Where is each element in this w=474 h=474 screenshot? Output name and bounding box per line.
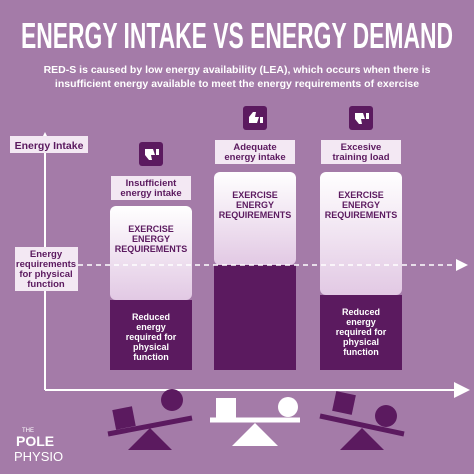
seesaw-balanced — [210, 397, 300, 446]
seesaw-high — [319, 391, 405, 450]
label-box — [111, 176, 191, 200]
logo: THE POLE PHYSIO — [14, 428, 63, 464]
column-label: training load — [333, 152, 390, 163]
threshold-label-line: requirements — [16, 259, 76, 270]
subtitle: RED-S is caused by low energy availabili… — [44, 64, 431, 76]
reduced-text: function — [343, 347, 379, 357]
threshold-label-box — [15, 247, 78, 291]
column-label: Insufficient — [126, 178, 178, 189]
thumb-glyph — [249, 112, 263, 123]
label-box — [321, 140, 401, 164]
reduced-text: physical — [133, 342, 169, 352]
label-box — [215, 140, 295, 164]
seesaw-low — [107, 389, 193, 450]
logo-text: POLE — [16, 433, 54, 449]
column-label: energy intake — [224, 152, 285, 163]
reduced-text: Reduced — [342, 307, 380, 317]
threshold-label-line: Energy — [30, 249, 63, 260]
intake-box — [214, 265, 296, 370]
column-label: Adequate — [233, 142, 276, 153]
requirement-text: EXERCISE — [128, 224, 174, 234]
y-label-box — [10, 136, 88, 153]
thumb-glyph — [145, 149, 159, 160]
logo-text: PHYSIO — [14, 449, 63, 464]
requirement-box — [214, 172, 296, 265]
reduced-text: Reduced — [132, 312, 170, 322]
reduced-text: physical — [343, 337, 379, 347]
requirement-text: EXERCISE — [232, 190, 278, 200]
subtitle: insufficient energy available to meet th… — [55, 78, 419, 90]
title: ENERGY INTAKE VS ENERGY DEMAND — [21, 15, 453, 56]
requirement-text: REQUIREMENTS — [219, 210, 292, 220]
reduced-text: required for — [336, 327, 387, 337]
thumb-glyph — [355, 113, 369, 124]
column-label: energy intake — [120, 188, 181, 199]
reduced-text: function — [133, 352, 169, 362]
logo-text: THE — [22, 428, 34, 434]
column-label: Excesive — [341, 142, 382, 153]
reduced-text: energy — [346, 317, 376, 327]
requirement-text: ENERGY — [342, 200, 380, 210]
requirement-text: EXERCISE — [338, 190, 384, 200]
threshold-label-line: function — [27, 279, 65, 290]
reduced-text: required for — [126, 332, 177, 342]
threshold-label-line: for physical — [19, 269, 72, 280]
requirement-text: REQUIREMENTS — [115, 244, 188, 254]
requirement-box — [110, 206, 192, 300]
intake-box — [110, 300, 192, 370]
intake-box — [320, 295, 402, 370]
requirement-text: ENERGY — [236, 200, 274, 210]
columns: EXERCISEENERGYREQUIREMENTSReducedenergyr… — [110, 106, 402, 370]
reduced-text: energy — [136, 322, 166, 332]
requirement-text: REQUIREMENTS — [325, 210, 398, 220]
requirement-text: ENERGY — [132, 234, 170, 244]
y-label: Energy Intake — [15, 140, 84, 152]
